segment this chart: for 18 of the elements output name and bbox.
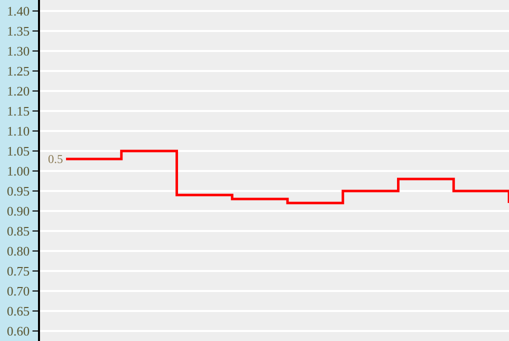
y-tick-label: 0.80 — [6, 244, 30, 259]
y-tick-label: 1.10 — [6, 124, 30, 139]
y-tick-label: 1.20 — [6, 84, 30, 99]
y-tick-label: 1.40 — [6, 4, 30, 19]
y-tick-label: 0.60 — [6, 324, 30, 339]
y-tick-label: 1.30 — [6, 44, 30, 59]
y-tick-label: 1.25 — [6, 64, 30, 79]
y-tick-label: 0.75 — [6, 264, 30, 279]
y-tick-label: 0.70 — [6, 284, 30, 299]
y-tick-label: 1.35 — [6, 24, 30, 39]
y-tick-label: 0.90 — [6, 204, 30, 219]
annotation: 0.5 — [48, 152, 63, 166]
y-tick-label: 1.00 — [6, 164, 30, 179]
y-tick-label: 0.85 — [6, 224, 30, 239]
y-tick-label: 0.95 — [6, 184, 30, 199]
y-tick-label: 1.05 — [6, 144, 30, 159]
y-tick-label: 0.65 — [6, 304, 30, 319]
y-tick-label: 1.15 — [6, 104, 30, 119]
